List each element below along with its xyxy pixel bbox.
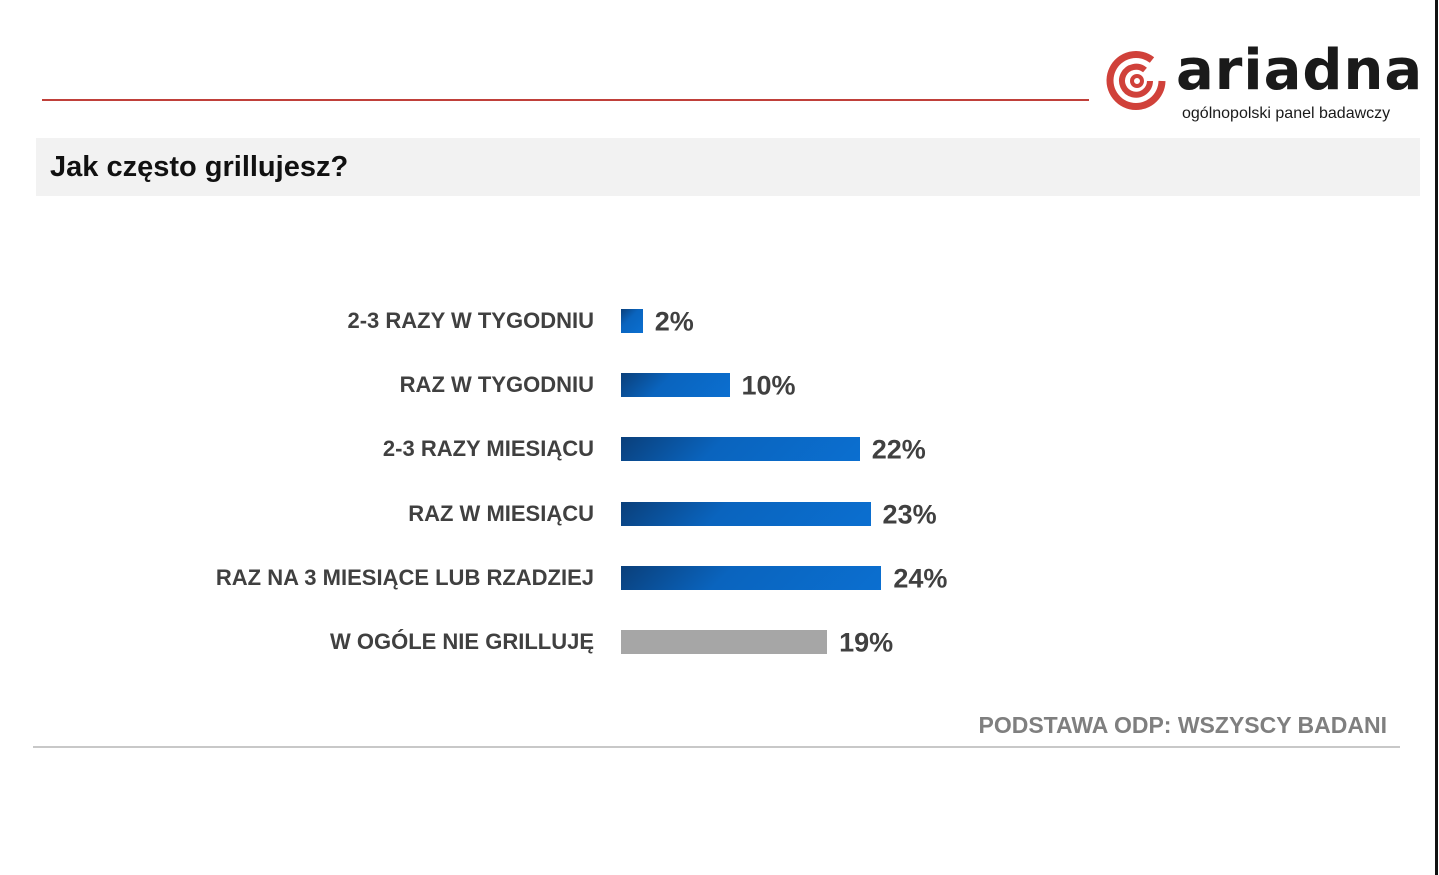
category-label: RAZ W MIESIĄCU (408, 500, 594, 526)
category-label: RAZ NA 3 MIESIĄCE LUB RZADZIEJ (215, 564, 594, 590)
page-title: Jak często grillujesz? (50, 151, 349, 183)
data-label: 22% (871, 434, 926, 465)
bar (621, 630, 828, 654)
logo-subtitle: ogólnopolski panel badawczy (1182, 105, 1391, 122)
header-divider (42, 99, 1089, 101)
title-bar: Jak często grillujesz? (36, 138, 1420, 196)
logo-wordmark: ariadna (1176, 38, 1424, 103)
logo-spiral-icon (1106, 51, 1166, 110)
footer-divider (33, 746, 1400, 748)
category-label: RAZ W TYGODNIU (399, 372, 594, 398)
category-label: 2-3 RAZY MIESIĄCU (382, 436, 594, 462)
ariadna-logo: ariadna ogólnopolski panel badawczy (1102, 38, 1422, 128)
right-border (1435, 0, 1438, 875)
bar (621, 501, 871, 526)
category-label: W OGÓLE NIE GRILLUJĘ (329, 629, 594, 654)
data-label: 10% (741, 370, 796, 401)
data-label: 19% (839, 627, 894, 658)
bar (621, 309, 643, 333)
data-label: 2% (654, 306, 694, 337)
bar (621, 437, 860, 462)
data-label: 24% (893, 563, 948, 594)
footnote: PODSTAWA ODP: WSZYSCY BADANI (978, 712, 1388, 738)
data-label: 23% (882, 499, 937, 530)
bar (621, 373, 730, 398)
category-label: 2-3 RAZY W TYGODNIU (347, 308, 594, 333)
bar (621, 565, 882, 590)
